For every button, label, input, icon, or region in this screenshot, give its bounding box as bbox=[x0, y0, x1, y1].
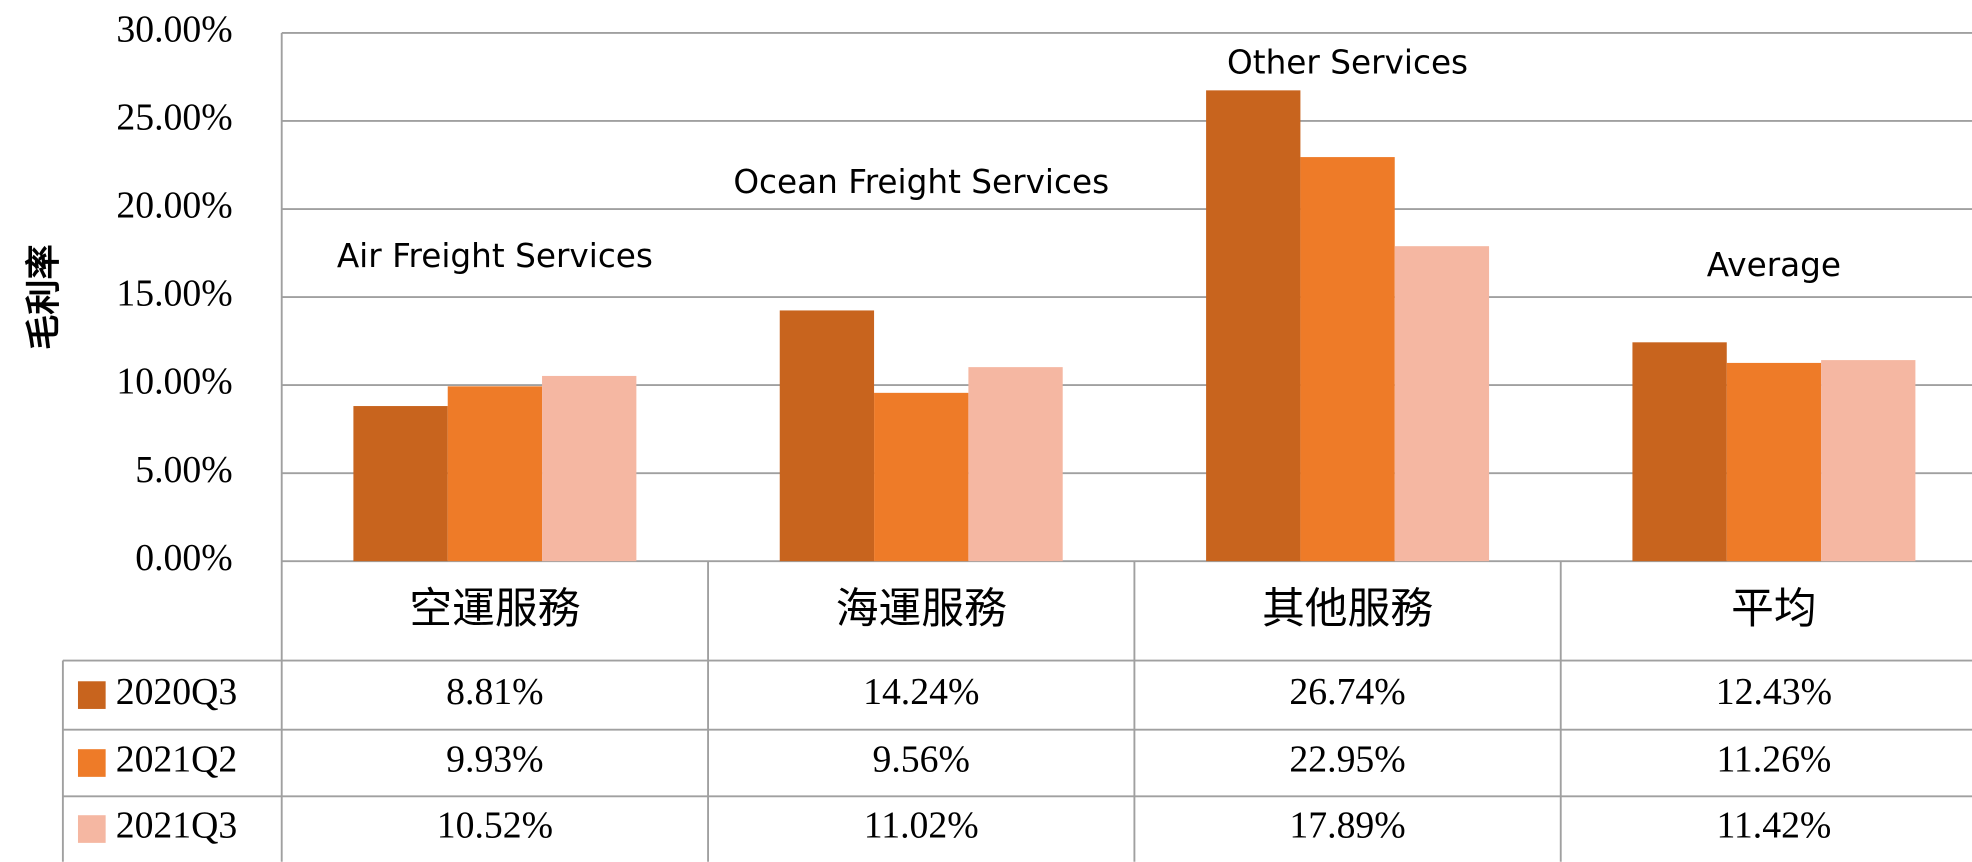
x-tick-label: 其他服務 bbox=[1262, 584, 1433, 634]
legend-swatch bbox=[77, 749, 106, 777]
table-value: 9.56% bbox=[873, 739, 970, 781]
legend-label: 2020Q3 bbox=[116, 671, 238, 713]
table-value: 17.89% bbox=[1289, 805, 1405, 847]
legend-swatch bbox=[77, 815, 106, 843]
x-tick-label: 海運服務 bbox=[836, 584, 1007, 634]
bar bbox=[779, 310, 875, 562]
table-value: 26.74% bbox=[1289, 671, 1405, 713]
bar bbox=[542, 375, 637, 562]
bar bbox=[1394, 246, 1490, 562]
y-tick-label: 0.00% bbox=[135, 537, 232, 579]
annotation: Air Freight Services bbox=[337, 237, 653, 275]
y-tick-label: 25.00% bbox=[116, 97, 232, 139]
bar bbox=[447, 386, 543, 562]
bar bbox=[1821, 360, 1916, 562]
table-value: 11.02% bbox=[864, 805, 979, 847]
table-value: 11.26% bbox=[1716, 739, 1831, 781]
bar bbox=[1300, 157, 1395, 562]
y-tick-label: 15.00% bbox=[116, 273, 232, 315]
bar bbox=[874, 392, 969, 562]
y-tick-label: 20.00% bbox=[116, 185, 232, 227]
legend-label: 2021Q2 bbox=[116, 739, 238, 781]
table-value: 8.81% bbox=[446, 671, 543, 713]
table-value: 11.42% bbox=[1716, 805, 1831, 847]
y-tick-label: 30.00% bbox=[116, 9, 232, 51]
bar bbox=[1726, 362, 1822, 562]
x-tick-label: 平均 bbox=[1731, 584, 1817, 634]
table-value: 12.43% bbox=[1716, 671, 1832, 713]
y-tick-label: 5.00% bbox=[135, 449, 232, 491]
bar bbox=[353, 406, 448, 562]
bar bbox=[1632, 342, 1727, 562]
table-value: 10.52% bbox=[437, 805, 553, 847]
bar bbox=[968, 367, 1063, 562]
annotation: Ocean Freight Services bbox=[733, 163, 1109, 201]
y-tick-label: 10.00% bbox=[116, 361, 232, 403]
annotation: Average bbox=[1707, 246, 1841, 284]
x-tick-label: 空運服務 bbox=[409, 584, 580, 634]
table-value: 22.95% bbox=[1289, 739, 1405, 781]
legend-label: 2021Q3 bbox=[116, 805, 238, 847]
bar bbox=[1206, 90, 1301, 562]
table-value: 14.24% bbox=[863, 671, 979, 713]
table-value: 9.93% bbox=[446, 739, 543, 781]
y-axis-label: 毛利率 bbox=[23, 244, 64, 350]
annotation: Other Services bbox=[1227, 43, 1468, 81]
legend-swatch bbox=[77, 681, 106, 709]
